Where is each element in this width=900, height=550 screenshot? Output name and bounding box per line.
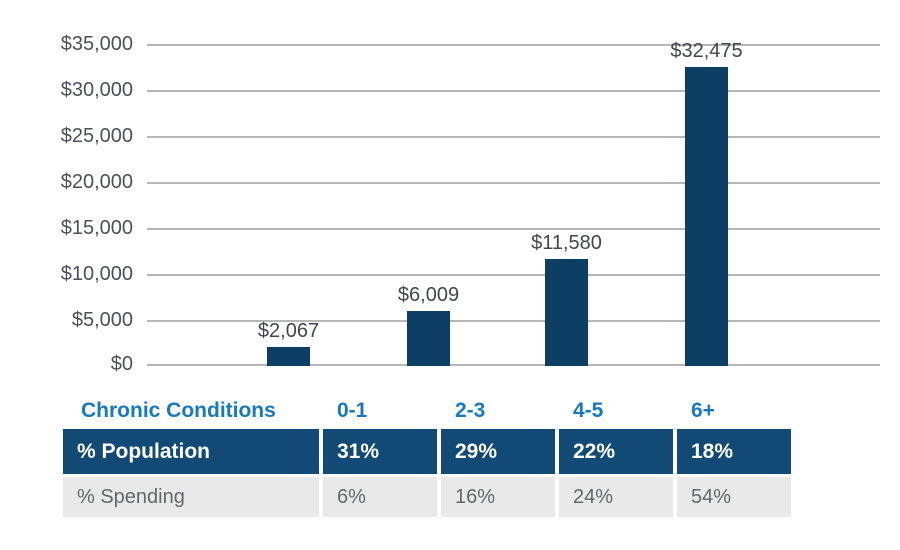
table-header-title: Chronic Conditions [81, 399, 276, 422]
table-row-population: % Population 31% 29% 22% 18% [63, 429, 791, 474]
y-axis-tick-label: $15,000 [25, 218, 133, 240]
table-cell: 31% [323, 429, 437, 474]
bar-value-label: $32,475 [670, 40, 743, 62]
y-axis-tick-label: $35,000 [25, 34, 133, 56]
gridline: $25,000 [25, 126, 880, 148]
gridline: $35,000 [25, 34, 880, 56]
gridline: $10,000 [25, 264, 880, 286]
y-axis-tick-label: $20,000 [25, 172, 133, 194]
row-label: % Population [63, 429, 319, 474]
y-axis-tick-label: $25,000 [25, 126, 133, 148]
gridline: $20,000 [25, 172, 880, 194]
bar [267, 347, 310, 366]
table-cell: 16% [441, 477, 555, 517]
table-header-row: Chronic Conditions 0-1 2-3 4-5 6+ [63, 393, 791, 429]
chronic-conditions-table: Chronic Conditions 0-1 2-3 4-5 6+ % Popu… [63, 393, 791, 517]
column-header: 6+ [691, 399, 715, 422]
bar [407, 311, 450, 366]
bar-value-label: $11,580 [531, 232, 602, 254]
column-header: 0-1 [337, 399, 368, 422]
column-header: 2-3 [455, 399, 486, 422]
y-axis-tick-label: $30,000 [25, 80, 133, 102]
table-cell: 24% [559, 477, 673, 517]
bar [545, 259, 588, 366]
table-cell: 18% [677, 429, 791, 474]
table-cell: 6% [323, 477, 437, 517]
table-row-spending: % Spending 6% 16% 24% 54% [63, 477, 791, 517]
table-cell: 22% [559, 429, 673, 474]
column-header: 4-5 [573, 399, 604, 422]
gridline: $30,000 [25, 80, 880, 102]
bar-value-label: $6,009 [397, 284, 460, 306]
gridline: $0 [25, 354, 880, 376]
bar-chart-plot-area: $35,000 $30,000 $25,000 $20,000 $15,000 … [25, 34, 880, 376]
bar-value-label: $2,067 [257, 320, 320, 342]
table-cell: 29% [441, 429, 555, 474]
y-axis-tick-label: $10,000 [25, 264, 133, 286]
row-label: % Spending [63, 477, 319, 517]
bar [685, 67, 728, 366]
y-axis-tick-label: $5,000 [25, 310, 133, 332]
table-cell: 54% [677, 477, 791, 517]
y-axis-tick-label: $0 [25, 354, 133, 376]
gridline: $15,000 [25, 218, 880, 240]
gridline: $5,000 [25, 310, 880, 332]
